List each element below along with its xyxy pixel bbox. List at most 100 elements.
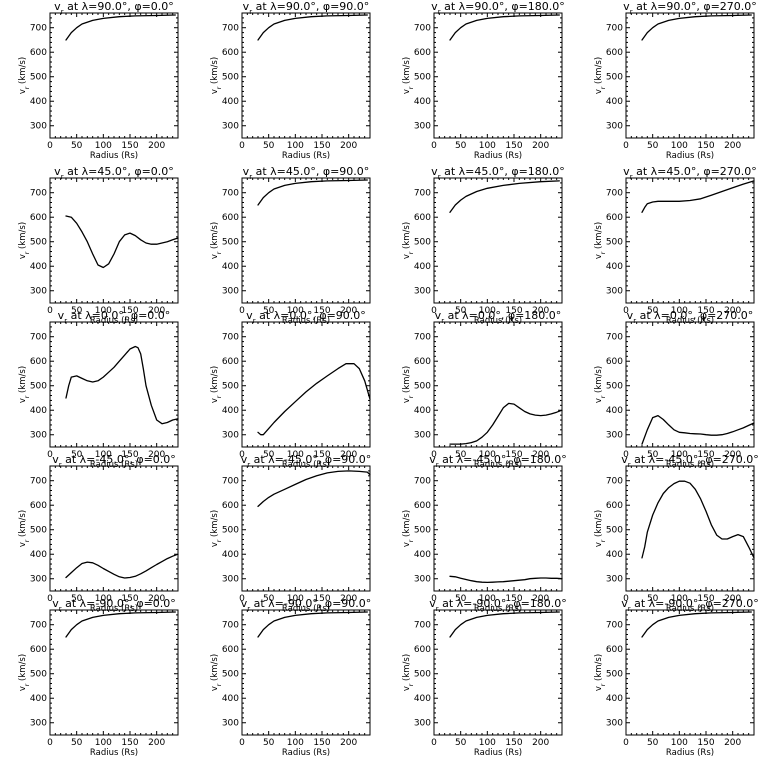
panel-1: 0 50 100 150 200 300 400 500 600 700 Radius (Rs) vr… [210,0,371,161]
y-tick-label: 400 [222,694,239,704]
x-tick-label: 200 [340,141,357,151]
y-axis-label: vr (km/s) [210,366,223,403]
y-tick-label: 500 [30,670,47,680]
plot-frame [625,177,755,304]
x-tick-label: 0 [47,306,53,316]
y-tick-label: 600 [606,213,623,223]
x-tick-label: 200 [532,594,549,604]
y-tick-label: 300 [222,287,239,297]
x-tick-label: 50 [71,738,83,748]
panel-title: vr at λ=0.0°, φ=270.0° [627,309,754,325]
x-tick-label: 200 [148,738,165,748]
x-tick-label: 100 [287,594,304,604]
y-tick-label: 700 [222,24,239,34]
y-tick-label: 300 [222,719,239,729]
panel-3: 0 50 100 150 200 300 400 500 600 700 Radius (Rs) vr… [594,0,757,161]
x-tick-label: 50 [455,594,467,604]
x-tick-label: 0 [431,450,437,460]
y-tick-label: 300 [30,575,47,585]
x-tick-label: 50 [647,594,659,604]
plot-frame [625,609,755,736]
y-axis-label: vr (km/s) [402,222,415,259]
y-tick-label: 600 [30,357,47,367]
y-axis-label: vr (km/s) [594,510,607,547]
panel-title: vr at λ=-45.0°, φ=180.0° [429,453,567,469]
y-tick-label: 600 [414,501,431,511]
y-axis-label: vr (km/s) [594,654,607,691]
series-line [257,363,371,436]
series-line [641,611,752,638]
y-tick-label: 700 [30,189,47,199]
x-tick-label: 100 [479,594,496,604]
x-tick-label: 100 [95,306,112,316]
y-tick-label: 500 [606,382,623,392]
plot-frame [625,465,755,592]
x-tick-label: 50 [263,738,275,748]
x-tick-label: 0 [623,306,629,316]
x-tick-label: 100 [95,594,112,604]
x-axis-label: Radius (Rs) [90,151,138,161]
y-tick-label: 700 [414,333,431,343]
x-axis-label: Radius (Rs) [282,748,330,758]
x-axis-label: Radius (Rs) [666,748,714,758]
x-tick-label: 200 [724,306,741,316]
y-tick-label: 600 [414,645,431,655]
x-tick-label: 50 [71,141,83,151]
series-line [641,480,755,559]
x-tick-label: 200 [148,594,165,604]
y-tick-label: 300 [414,122,431,132]
plot-frame [433,177,563,304]
y-tick-label: 700 [30,24,47,34]
x-tick-label: 100 [479,450,496,460]
y-tick-label: 400 [606,97,623,107]
x-tick-label: 50 [455,738,467,748]
panel-title: vr at λ=-45.0°, φ=0.0° [52,453,176,469]
y-axis-label: vr (km/s) [402,366,415,403]
y-tick-label: 500 [606,670,623,680]
x-tick-label: 0 [239,450,245,460]
y-tick-label: 400 [222,550,239,560]
y-tick-label: 400 [606,694,623,704]
y-tick-label: 300 [30,719,47,729]
x-axis-label: Radius (Rs) [474,748,522,758]
panel-title: vr at λ=-90.0°, φ=180.0° [429,597,567,613]
y-tick-label: 500 [30,73,47,83]
series-line [257,611,368,638]
x-tick-label: 100 [671,306,688,316]
x-tick-label: 200 [148,141,165,151]
x-tick-label: 150 [505,141,522,151]
y-tick-label: 600 [30,48,47,58]
y-tick-label: 500 [414,670,431,680]
x-tick-label: 150 [313,306,330,316]
x-tick-label: 200 [532,141,549,151]
plot-frame [49,465,179,592]
y-axis-label: vr (km/s) [402,654,415,691]
x-tick-label: 0 [47,450,53,460]
plot-frame [241,609,371,736]
series-line [65,215,179,269]
series-line [65,345,179,425]
panel-title: vr at λ=-45.0°, φ=270.0° [621,453,759,469]
y-tick-label: 300 [606,122,623,132]
x-tick-label: 100 [95,141,112,151]
y-tick-label: 600 [414,213,431,223]
y-axis-label: vr (km/s) [210,222,223,259]
x-tick-label: 200 [148,450,165,460]
y-tick-label: 400 [414,406,431,416]
x-tick-label: 200 [340,738,357,748]
plot-frame [625,12,755,139]
panel-title: vr at λ=-45.0°, φ=90.0° [241,453,372,469]
y-tick-label: 500 [30,238,47,248]
plot-frame [433,321,563,448]
y-tick-label: 700 [606,333,623,343]
y-tick-label: 400 [30,262,47,272]
x-tick-label: 0 [431,738,437,748]
x-tick-label: 150 [505,306,522,316]
y-tick-label: 600 [414,357,431,367]
y-tick-label: 700 [606,477,623,487]
y-tick-label: 300 [414,719,431,729]
y-tick-label: 600 [222,357,239,367]
y-tick-label: 300 [222,575,239,585]
